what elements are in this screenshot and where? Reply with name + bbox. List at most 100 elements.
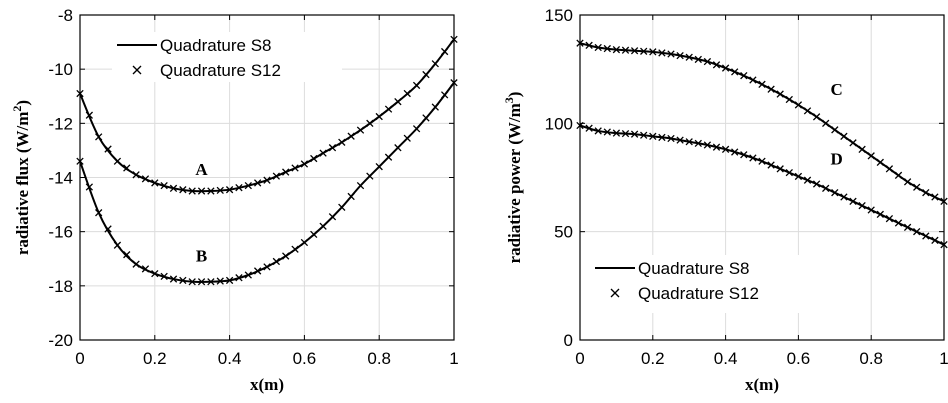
curve-C-s12-marker — [903, 178, 912, 186]
curve-A-s12-marker — [310, 154, 318, 163]
curve-D-s12-marker — [630, 130, 639, 138]
curve-D-s12-marker — [785, 168, 793, 177]
curve-D-s8-line — [579, 124, 945, 246]
curve-C-s12-marker — [894, 171, 903, 179]
curve-B-s12-marker — [104, 225, 112, 233]
curve-D-s12-marker — [603, 128, 611, 136]
curve-label-C: C — [830, 80, 842, 99]
curve-A-s12-marker — [216, 186, 224, 195]
curve-C-s8-line — [579, 42, 945, 203]
y-axis-label-exponent: 3 — [502, 97, 516, 103]
curve-B-s12-marker — [263, 263, 271, 271]
legend-cross-mark — [132, 65, 142, 75]
y-axis-label: radiative power (W/m3) — [502, 92, 524, 264]
legend-background — [112, 32, 342, 82]
legend-entry-s8: Quadrature S8 — [160, 36, 272, 55]
curve-B-s12-marker — [319, 222, 327, 230]
curve-B-s8-line — [79, 82, 455, 284]
curve-C-s12-marker — [931, 193, 939, 201]
curve-C-s12-marker — [794, 101, 803, 109]
x-tick-label: 0.6 — [787, 349, 811, 368]
curve-D-s12-marker — [867, 206, 875, 214]
curve-B-s12-marker — [272, 257, 281, 266]
curve-D-s12-marker — [758, 157, 766, 165]
legend-entry-s8: Quadrature S8 — [638, 259, 750, 278]
curve-B-s12-marker — [188, 278, 196, 286]
curve-A-s12-marker — [412, 81, 421, 90]
x-tick-label: 0.2 — [143, 349, 167, 368]
legend-cross-symbol — [132, 65, 142, 75]
curve-C-s12-marker — [585, 41, 593, 49]
y-axis-label-main: radiative flux (W/m — [13, 112, 32, 256]
curve-D-s12-marker — [667, 134, 675, 143]
curve-D-s12-marker — [931, 236, 939, 244]
y-axis-label-close: ) — [505, 92, 524, 98]
radiative-flux-chart: 0 0.2 0.4 0.6 0.8 1-20-18-16-14-12-10-8 x(m) … — [10, 6, 459, 394]
x-tick-label: 0.4 — [714, 349, 738, 368]
curve-C-s12-marker — [803, 107, 812, 115]
curve-C-s12-marker — [649, 48, 657, 56]
curve-C-s12-marker — [703, 57, 712, 66]
curve-A-s12-marker — [235, 183, 243, 192]
legend: Quadrature S8 Quadrature S12 — [112, 32, 342, 82]
y-tick-label: -20 — [48, 331, 73, 350]
curve-B-s12-marker — [95, 209, 103, 217]
curve-D-s12-marker — [676, 136, 684, 144]
curve-A-s12-marker — [123, 164, 131, 172]
curve-C-s12-marker — [831, 126, 839, 134]
curve-C-s12-marker — [676, 51, 684, 60]
curve-B-s12-marker — [431, 103, 439, 111]
curve-B-s12-marker — [403, 134, 411, 142]
legend-cross-symbol — [610, 288, 620, 298]
curve-C-s12-marker — [594, 43, 602, 52]
curve-label-D: D — [830, 150, 842, 169]
curve-A-s12-marker — [422, 70, 430, 79]
y-tick-label: 100 — [545, 114, 573, 133]
y-tick-label: -18 — [48, 277, 73, 296]
curve-C-s12-marker — [922, 189, 930, 197]
curve-A-s12-marker — [375, 112, 383, 121]
curve-label-A: A — [195, 160, 208, 179]
curve-D-s12-marker — [731, 148, 739, 156]
y-tick-label: -16 — [48, 223, 73, 242]
curve-C-s12-marker — [612, 46, 621, 54]
x-tick-label: 0.6 — [293, 349, 317, 368]
curve-C-s12-marker — [840, 132, 848, 140]
curve-D-s12-marker — [585, 124, 593, 132]
curve-A-s12-marker — [141, 175, 150, 183]
curve-C-s12-marker — [758, 80, 766, 88]
curve-D-s12-marker — [858, 202, 866, 210]
curve-D-s12-marker — [903, 223, 912, 231]
curve-A-s12-marker — [188, 187, 196, 195]
curve-A-s12-marker — [263, 176, 271, 184]
curve-D-s12-marker — [840, 193, 848, 201]
x-tick-label: 0.8 — [367, 349, 391, 368]
curve-A-s12-marker — [338, 138, 346, 146]
curve-C-s12-marker — [603, 44, 611, 53]
curve-D-s12-marker — [703, 141, 712, 149]
curve-B-s12-marker — [225, 276, 234, 285]
curve-D-s12-marker — [776, 165, 784, 173]
curve-D-s12-marker — [876, 210, 884, 218]
curve-D-s12-marker — [803, 176, 812, 184]
x-tick-label: 1 — [449, 349, 458, 368]
curve-D-s12-marker — [812, 180, 821, 188]
curve-D-s12-marker — [594, 127, 602, 135]
curve-C-s12-marker — [867, 152, 875, 160]
curve-D-s12-marker — [740, 151, 748, 159]
curve-B-s12-marker — [151, 269, 159, 278]
curve-D-s12-marker — [658, 133, 666, 142]
curve-D-s12-marker — [767, 161, 775, 169]
curve-A-s12-marker — [225, 186, 234, 194]
curve-D-s12-marker — [640, 131, 648, 139]
curve-D-s12-marker — [922, 232, 930, 240]
curve-B-s12-marker — [356, 181, 365, 190]
curve-B-s12-marker — [197, 278, 206, 286]
curve-A-s12-marker — [132, 171, 140, 179]
legend: Quadrature S8 Quadrature S12 — [590, 255, 815, 313]
curve-D-s12-marker — [621, 129, 630, 138]
curve-A-s12-marker — [403, 89, 411, 98]
curve-A-s12-marker — [431, 60, 439, 68]
curve-B-s12-marker — [207, 278, 215, 286]
